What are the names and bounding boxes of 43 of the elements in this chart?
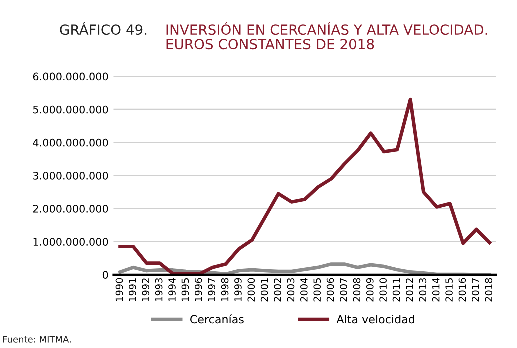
x-tick-label: 2011: [392, 278, 400, 302]
y-tick-label: 0: [102, 271, 108, 280]
x-tick-label: 2003: [287, 278, 295, 302]
x-tick-label: 1990: [116, 278, 124, 302]
x-tick-label: 2012: [406, 278, 414, 302]
x-tick-label: 1993: [155, 278, 163, 302]
x-tick-label: 1991: [128, 278, 136, 302]
x-tick-label: 2006: [326, 278, 334, 302]
y-tick-label: 2.000.000.000: [33, 205, 108, 213]
chart-title: GRÁFICO 49.: [60, 22, 147, 36]
y-tick-label: 1.000.000.000: [34, 238, 108, 246]
line-series: [118, 98, 492, 275]
chart-subtitle: INVERSIÓN EN CERCANÍAS Y ALTA VELOCIDAD. EUROS CONSTANTES DE 2018: [166, 22, 488, 50]
legend-label: Cercanías: [190, 314, 244, 324]
y-tick-label: 6.000.000.000: [33, 72, 108, 81]
x-tick-label: 2013: [419, 278, 427, 302]
x-tick-label: 2008: [353, 278, 361, 302]
x-tick-label: 2001: [260, 278, 268, 302]
x-tick-label: 1995: [182, 278, 190, 302]
x-tick-label: 2015: [446, 278, 453, 302]
line-series: [118, 262, 492, 275]
y-tick-label: 3.000.000.000: [33, 172, 108, 180]
x-tick-label: 2017: [472, 278, 480, 302]
x-tick-label: 2005: [314, 278, 322, 302]
x-tick-label: 2010: [380, 278, 388, 302]
x-tick-label: 1996: [194, 278, 202, 302]
x-tick-label: 2000: [248, 278, 256, 302]
x-tick-label: 1997: [208, 278, 216, 302]
x-tick-label: 2004: [300, 278, 308, 302]
x-tick-label: 2007: [340, 278, 348, 302]
x-tick-label: 1999: [234, 278, 242, 302]
x-tick-label: 2009: [366, 278, 374, 302]
x-tick-label: 1994: [168, 278, 176, 302]
x-tick-label: 2018: [485, 278, 493, 302]
y-tick-label: 4.000.000.000: [33, 138, 108, 147]
x-tick-label: 2002: [274, 278, 282, 302]
x-tick-label: 2014: [432, 278, 440, 302]
source-note: Fuente: MITMA.: [3, 336, 71, 343]
x-tick-label: 1998: [221, 278, 229, 302]
x-tick-label: 1992: [142, 278, 150, 302]
legend-label: Alta velocidad: [336, 315, 414, 324]
x-tick-label: 2016: [458, 278, 466, 302]
y-tick-label: 5.000.000.000: [33, 106, 108, 114]
